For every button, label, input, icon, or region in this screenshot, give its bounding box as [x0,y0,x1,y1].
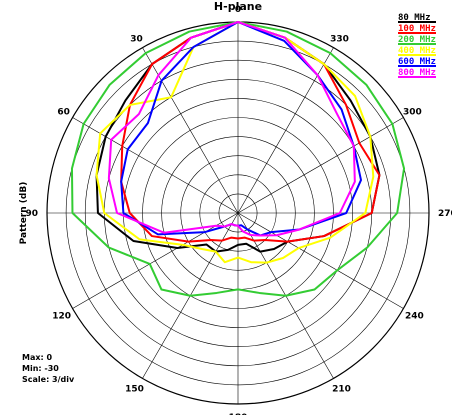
grid-spoke [72,212,239,309]
chart-title: H-plane [214,0,262,13]
y-axis-label: Pattern (dB) [19,182,29,245]
info-scale: Scale: 3/div [22,375,75,384]
legend-label: 80 MHz [398,13,431,23]
angle-tick-label: 90 [25,209,38,219]
angle-tick-label: 240 [405,312,424,322]
angle-tick-labels: 0 330 300 270 240 210 180 150 120 90 60 30 [25,5,452,415]
angle-tick-label: 270 [438,209,452,219]
grid-spoke [237,117,404,214]
legend-label: 400 MHz [398,46,436,56]
angle-tick-label: 330 [330,35,349,45]
angle-tick-label: 0 [235,5,241,15]
angle-tick-label: 30 [130,35,143,45]
series-line-100-mhz [120,21,381,243]
legend-label: 600 MHz [398,57,436,67]
series-lines [70,21,406,297]
legend-label: 200 MHz [398,35,436,45]
angle-tick-label: 180 [229,413,248,415]
info-min: Min: -30 [22,364,59,373]
grid-spoke [237,212,404,309]
angle-tick-label: 60 [57,108,70,118]
series-line-200-mhz [70,21,406,297]
series-line-800-mhz [107,21,356,237]
angle-tick-label: 300 [403,108,422,118]
info-max: Max: 0 [22,353,53,362]
angle-tick-label: 150 [125,384,144,394]
angle-tick-label: 210 [332,384,351,394]
legend-label: 800 MHz [398,68,436,78]
angle-tick-label: 120 [52,312,71,322]
series-line-400-mhz [95,21,375,264]
legend-label: 100 MHz [398,24,436,34]
